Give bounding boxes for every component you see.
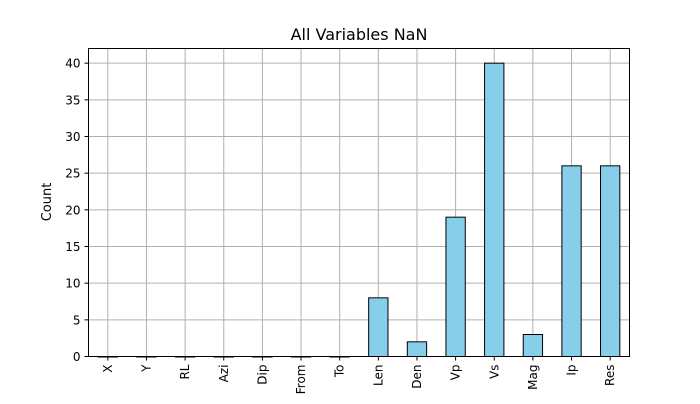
bar-len (368, 297, 389, 358)
x-tick-label: To (333, 365, 347, 379)
bar-vp (445, 216, 466, 357)
x-tick-label: Den (410, 365, 424, 389)
y-tick-label: 15 (65, 240, 80, 254)
x-tick-label: Azi (217, 365, 231, 383)
x-tick-label: Mag (526, 365, 540, 390)
y-tick-label: 10 (65, 277, 80, 291)
x-axis-ticks: X Y RL Azi Dip From To Len Den Vp Vs Mag Ip Res (101, 356, 617, 395)
y-axis-ticks: 0 5 10 15 20 25 30 35 40 (65, 57, 89, 364)
x-tick-label: X (101, 365, 115, 373)
x-tick-label: RL (178, 364, 192, 379)
y-axis-label: Count (40, 183, 55, 222)
y-tick-label: 35 (65, 93, 80, 107)
bar-mag (522, 334, 544, 357)
y-tick-label: 40 (65, 57, 80, 71)
y-tick-label: 30 (65, 130, 80, 144)
bar-res (600, 165, 621, 357)
bar-den (406, 341, 428, 358)
bar-ip (561, 165, 582, 357)
bar-vs (484, 62, 505, 358)
x-tick-label: Vp (449, 365, 463, 381)
axes-frame (88, 48, 630, 357)
y-tick-label: 25 (65, 167, 80, 181)
y-tick-label: 0 (73, 350, 81, 364)
x-tick-label: Y (139, 364, 153, 373)
x-tick-label: Dip (255, 365, 269, 385)
x-tick-label: Len (371, 365, 385, 386)
x-tick-label: Res (603, 365, 617, 386)
x-tick-label: Vs (487, 365, 501, 379)
x-tick-label: Ip (565, 365, 579, 376)
chart-title: All Variables NaN (291, 25, 428, 44)
grid-lines (88, 48, 630, 357)
y-tick-label: 20 (65, 203, 80, 217)
x-tick-label: From (294, 365, 308, 395)
y-tick-label: 5 (73, 313, 81, 327)
bars (97, 62, 621, 358)
